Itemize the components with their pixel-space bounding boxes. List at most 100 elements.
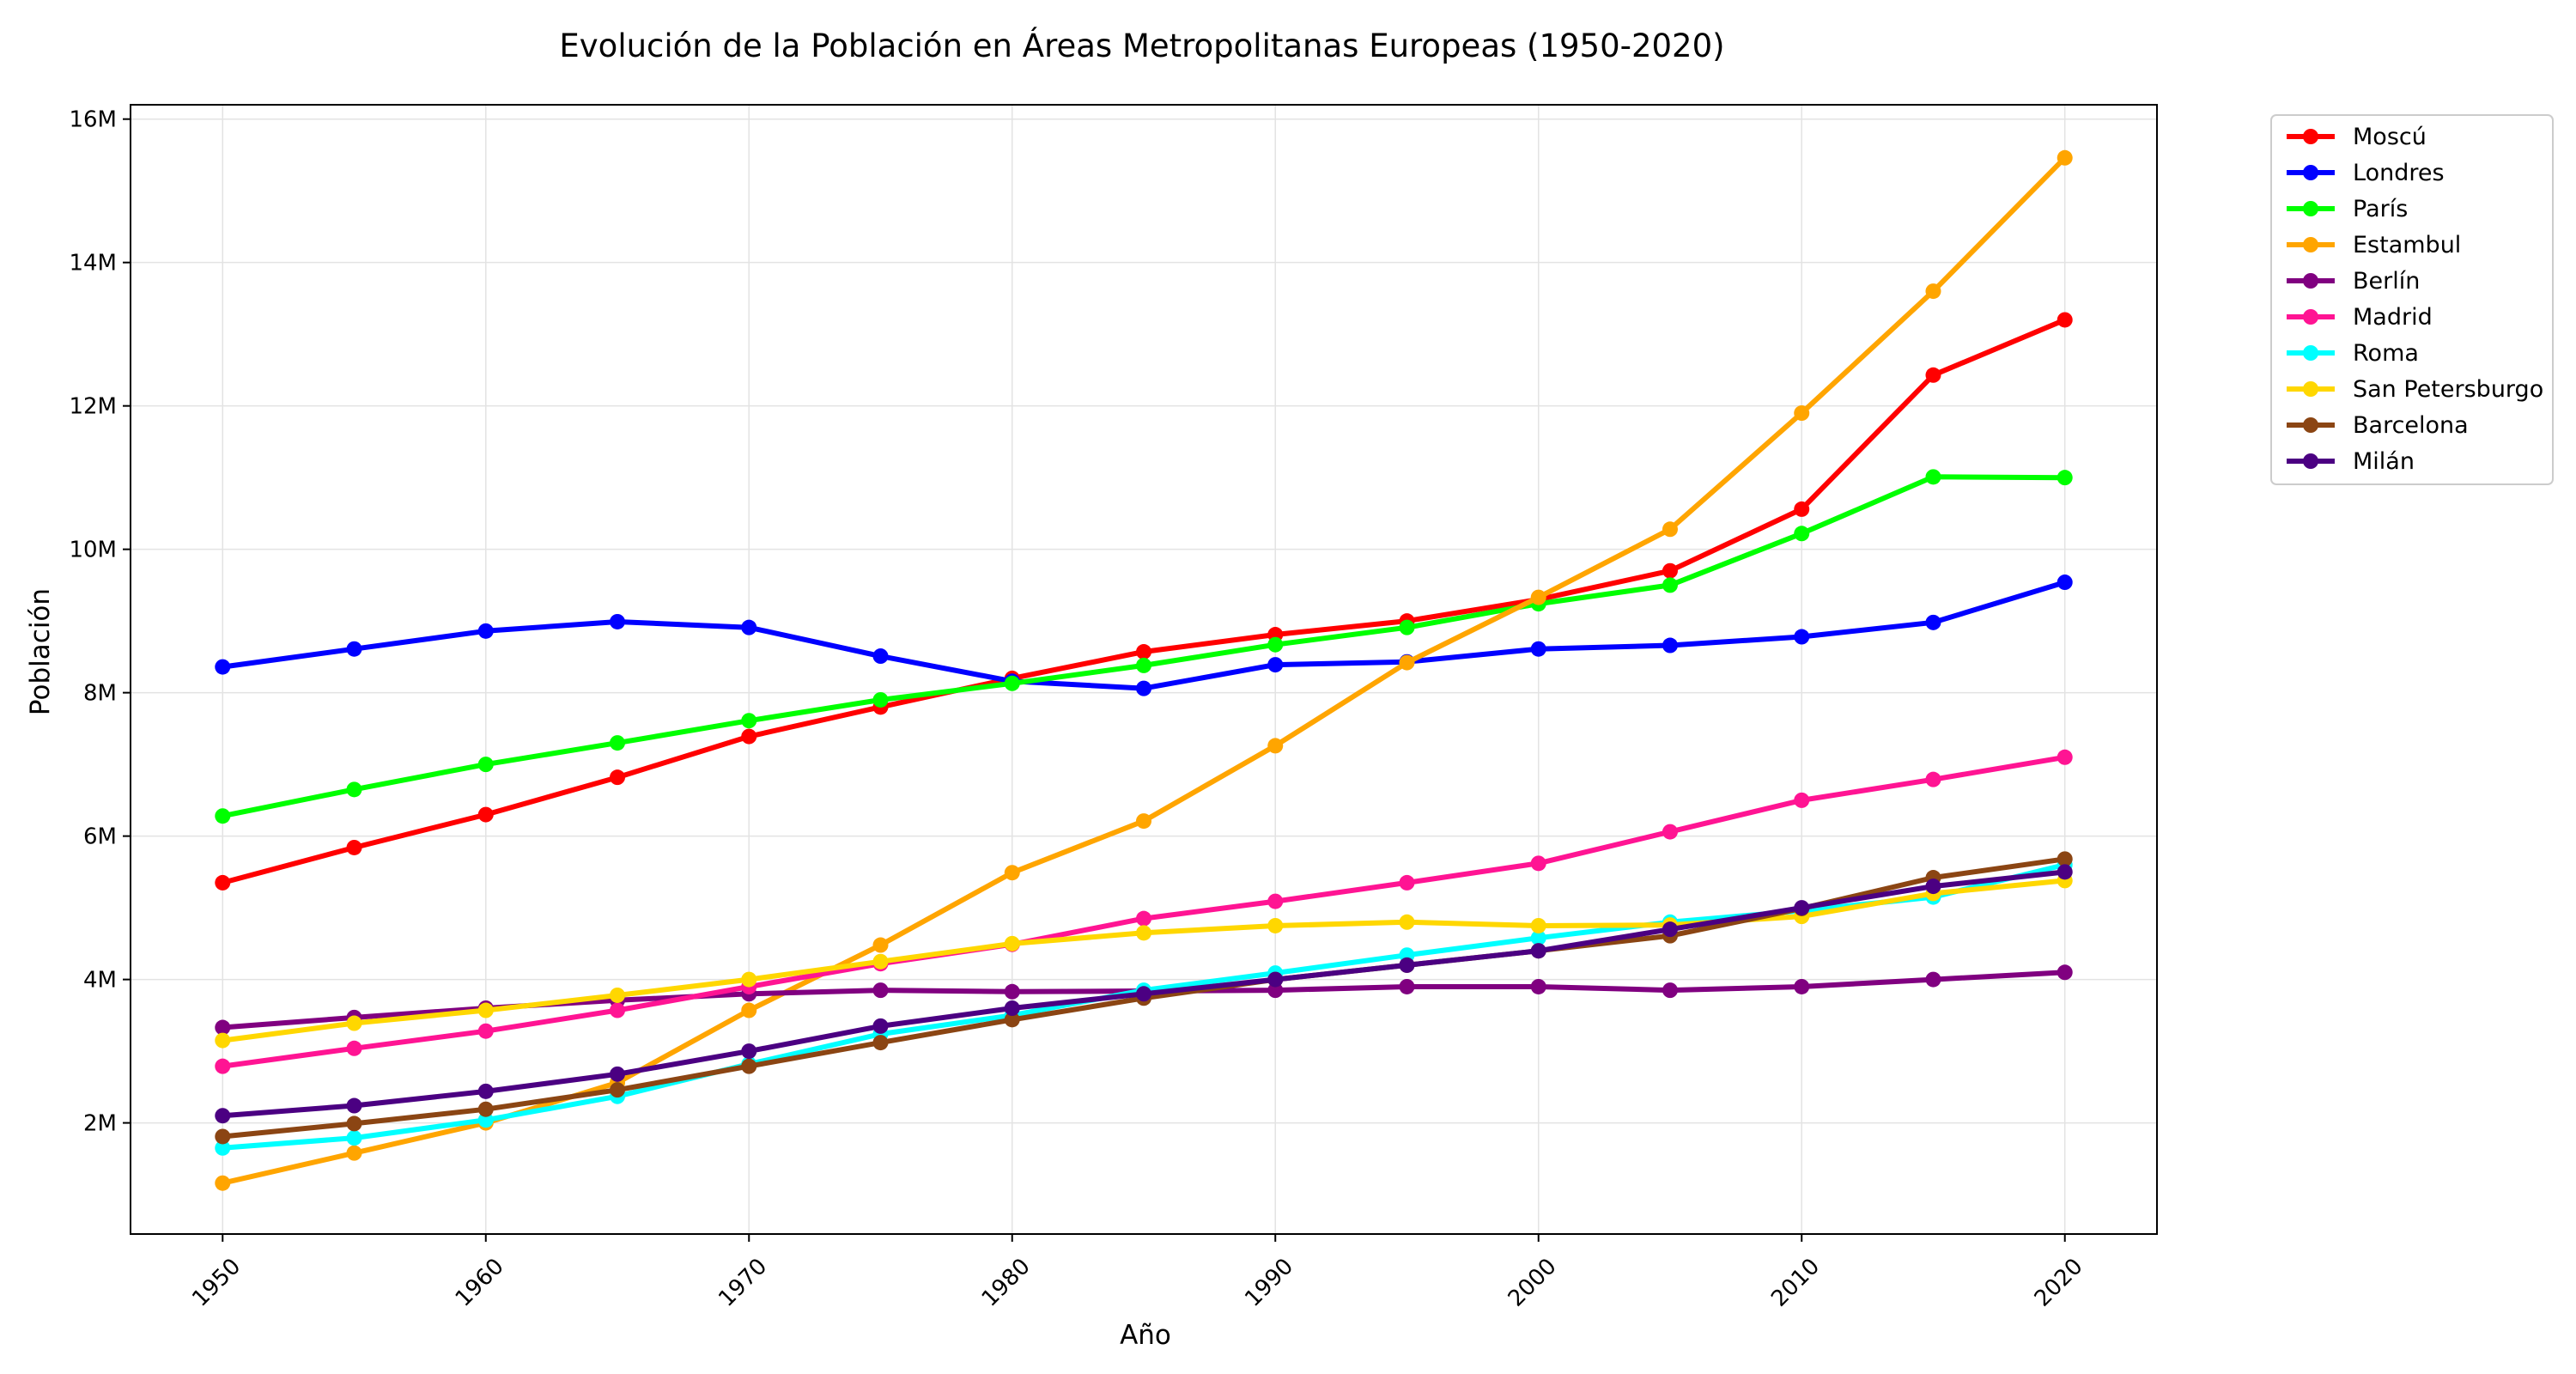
legend-label: Berlín [2353, 268, 2420, 295]
data-point-berlin [1662, 982, 1678, 999]
y-axis: 2M 4M 6M 8M 10M 12M 14M 16M [69, 107, 131, 1137]
data-point-barcelona [2057, 851, 2073, 867]
data-point-paris [2057, 470, 2073, 486]
data-point-san-petersburgo [872, 953, 889, 970]
x-tick-label: 1950 [187, 1254, 246, 1312]
data-point-berlin [1530, 978, 1546, 994]
data-point-estambul [1662, 521, 1678, 538]
data-point-paris [872, 691, 889, 708]
data-point-londres [610, 613, 626, 629]
legend-item-madrid: Madrid [2287, 304, 2433, 331]
data-point-estambul [215, 1175, 231, 1191]
y-axis-label: Población [25, 588, 56, 715]
data-point-milan [610, 1066, 626, 1082]
data-point-estambul [741, 1002, 757, 1018]
data-point-londres [1267, 657, 1284, 673]
data-point-madrid [1399, 874, 1415, 891]
data-point-moscu [741, 728, 757, 745]
data-point-milan [215, 1108, 231, 1124]
legend-marker [2303, 309, 2318, 325]
data-point-madrid [1530, 855, 1546, 872]
legend-label: Madrid [2353, 304, 2433, 331]
data-point-roma [477, 1112, 494, 1128]
data-point-moscu [1794, 501, 1810, 517]
data-point-moscu [346, 839, 362, 855]
data-point-londres [346, 641, 362, 657]
data-point-paris [1794, 526, 1810, 542]
data-point-moscu [1925, 367, 1941, 383]
series-moscu [215, 312, 2073, 891]
data-point-paris [1267, 636, 1284, 653]
data-point-moscu [215, 874, 231, 891]
legend-marker [2303, 381, 2318, 397]
data-point-madrid [1136, 910, 1151, 927]
data-point-barcelona [610, 1082, 626, 1098]
data-point-madrid [346, 1040, 362, 1056]
data-point-madrid [1794, 792, 1810, 808]
x-tick-label: 2010 [1766, 1254, 1825, 1312]
series-layer [215, 149, 2073, 1191]
data-point-madrid [1662, 824, 1678, 840]
y-tick-label: 10M [69, 538, 117, 563]
data-point-estambul [1136, 813, 1151, 830]
data-point-paris [1004, 675, 1020, 691]
data-point-barcelona [346, 1116, 362, 1132]
legend-marker [2303, 129, 2318, 144]
data-point-paris [610, 735, 626, 751]
legend-item-paris: París [2287, 196, 2408, 222]
legend-label: Londres [2353, 160, 2445, 186]
data-point-san-petersburgo [1267, 917, 1284, 933]
data-point-barcelona [741, 1058, 757, 1074]
data-point-san-petersburgo [1136, 925, 1151, 941]
x-tick-label: 1990 [1240, 1254, 1298, 1312]
data-point-san-petersburgo [1004, 935, 1020, 951]
data-point-roma [1530, 930, 1546, 946]
data-point-san-petersburgo [741, 971, 757, 988]
data-point-estambul [1399, 654, 1415, 671]
legend-marker [2303, 165, 2318, 180]
data-point-londres [741, 619, 757, 635]
data-point-paris [1662, 577, 1678, 593]
data-point-barcelona [1004, 1012, 1020, 1028]
data-point-milan [1267, 971, 1284, 988]
y-tick-label: 8M [83, 681, 117, 707]
data-point-barcelona [872, 1035, 889, 1051]
data-point-milan [1794, 900, 1810, 916]
data-point-berlin [2057, 964, 2073, 981]
legend-label: París [2353, 196, 2408, 222]
x-axis: 1950 1960 1970 1980 1990 2000 2010 2020 [187, 1234, 2088, 1312]
data-point-moscu [1136, 644, 1151, 660]
y-tick-label: 12M [69, 394, 117, 420]
data-point-estambul [872, 937, 889, 953]
legend-item-londres: Londres [2287, 160, 2445, 186]
legend-label: Roma [2353, 340, 2419, 367]
y-tick-label: 16M [69, 107, 117, 133]
data-point-barcelona [215, 1128, 231, 1145]
series-londres [215, 575, 2073, 696]
data-point-berlin [1399, 978, 1415, 994]
legend-item-berlin: Berlín [2287, 268, 2420, 295]
legend-item-barcelona: Barcelona [2287, 412, 2469, 439]
plot-frame [130, 104, 2158, 1235]
data-point-londres [872, 648, 889, 665]
series-line-moscu [220, 317, 2068, 885]
data-point-milan [346, 1097, 362, 1114]
data-point-milan [741, 1043, 757, 1060]
data-point-estambul [346, 1145, 362, 1161]
legend-label: San Petersburgo [2353, 376, 2543, 403]
series-line-san-petersburgo [220, 878, 2068, 1043]
data-point-san-petersburgo [1530, 917, 1546, 933]
series-madrid [215, 749, 2073, 1074]
y-tick-label: 6M [83, 824, 117, 850]
legend-box [2270, 114, 2554, 485]
data-point-londres [1925, 614, 1941, 630]
data-point-paris [477, 757, 494, 773]
data-point-estambul [1530, 589, 1546, 605]
series-paris [215, 469, 2073, 824]
legend: Moscú Londres París Estambul Berlín Madrid Rom… [2270, 114, 2554, 485]
legend-marker [2303, 345, 2318, 361]
data-point-estambul [1004, 865, 1020, 881]
data-point-berlin [1267, 982, 1284, 999]
legend-marker [2303, 453, 2318, 469]
